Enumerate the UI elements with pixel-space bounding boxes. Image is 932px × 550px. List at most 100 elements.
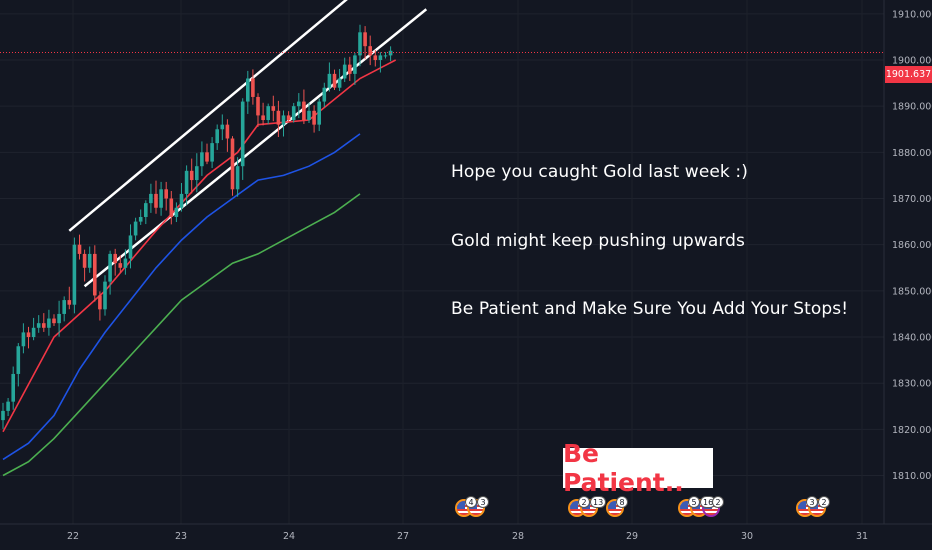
candle-body [179,193,184,208]
candle-body [62,300,66,314]
annotation-text-2[interactable]: Gold might keep pushing upwards [451,231,745,251]
candle-body [210,143,214,162]
candle-body [154,193,158,208]
y-tick-label: 1850.000 [892,286,932,297]
candle-body [205,152,209,162]
candle-body [317,101,321,125]
candle-body [138,216,143,222]
x-tick-label: 31 [856,531,868,542]
candle-body [123,258,128,268]
candle-body [342,64,347,79]
event-count-badge: 13 [590,496,607,508]
candle-body [57,313,61,324]
candle-body [291,106,296,121]
candle-body [358,32,362,56]
y-tick-label: 1810.000 [892,471,932,482]
candle-body [337,78,342,88]
candle-body [128,235,133,259]
candle-body [230,138,235,190]
candle-body [16,346,21,374]
candle-body [246,78,250,102]
y-tick-label: 1830.000 [892,379,932,390]
candle-body [368,46,372,56]
time-axis[interactable]: 22 23 24 27 28 29 30 31 [67,531,868,542]
event-count-badge: 2 [818,496,830,508]
moving-averages [2,59,397,477]
candle-body [251,78,255,97]
candle-body [383,55,388,57]
candle-body [174,207,179,217]
y-tick-label: 1900.000 [892,56,932,67]
channel-line[interactable] [68,0,395,232]
candle-body [388,50,393,56]
candle-body [322,87,327,102]
event-count-badge: 3 [477,496,489,508]
trend-channel [68,0,428,288]
callout-box[interactable]: Be Patient.. [563,439,713,497]
candle-body [297,101,301,107]
x-tick-label: 23 [175,531,187,542]
candle-body [286,115,291,121]
moving-average-line [2,133,361,461]
candle-body [256,96,260,116]
candle-body [103,281,107,310]
event-count-badge: 4 [465,496,477,508]
candle-body [113,253,117,264]
channel-line[interactable] [83,8,428,288]
candle-body [36,323,41,328]
candle-body [240,101,245,167]
candles [1,24,393,429]
candle-body [261,115,265,121]
candle-body [235,166,240,190]
candle-body [77,244,82,254]
moving-average-line [2,193,361,477]
candle-body [200,152,204,167]
event-count-badge: 2 [578,496,590,508]
x-tick-label: 22 [67,531,79,542]
candle-body [327,73,332,88]
candle-body [98,295,102,310]
candle-body [87,253,92,268]
x-tick-label: 29 [626,531,638,542]
y-tick-label: 1880.000 [892,148,932,159]
moving-average-line [2,59,397,433]
candle-body [307,110,311,121]
candle-body [93,253,97,296]
event-count-badge: 5 [688,496,700,508]
event-count-badge: 3 [806,496,818,508]
grid [0,13,884,477]
candle-body [159,189,163,208]
candle-body [67,300,72,305]
candle-body [302,101,306,121]
candle-body [108,253,112,282]
candle-body [169,198,174,217]
candle-body [164,189,168,199]
candle-body [312,110,316,125]
candle-body [281,115,286,125]
candle-body [184,170,189,194]
candle-body [6,401,10,411]
price-axis[interactable]: 1810.000 1820.000 1830.000 1840.000 1850.000… [892,9,932,482]
annotation-text-3[interactable]: Be Patient and Make Sure You Add Your St… [451,299,849,319]
candle-body [11,373,15,402]
x-tick-label: 30 [741,531,753,542]
candle-body [21,332,26,347]
candle-body [82,253,87,268]
candle-body [26,332,31,338]
candle-body [31,327,36,338]
y-tick-label: 1870.000 [892,194,932,205]
candle-body [149,193,153,204]
candle-body [1,410,5,421]
candle-body [195,166,199,181]
y-tick-label: 1840.000 [892,333,932,344]
candle-body [52,318,56,324]
annotation-text-1[interactable]: Hope you caught Gold last week :) [451,162,748,182]
y-tick-label: 1820.000 [892,425,932,436]
event-count-badge: 2 [712,496,724,508]
candle-body [276,110,281,125]
y-tick-label: 1890.000 [892,102,932,113]
candle-body [373,55,378,61]
candle-body [348,64,352,74]
candle-body [266,106,270,121]
